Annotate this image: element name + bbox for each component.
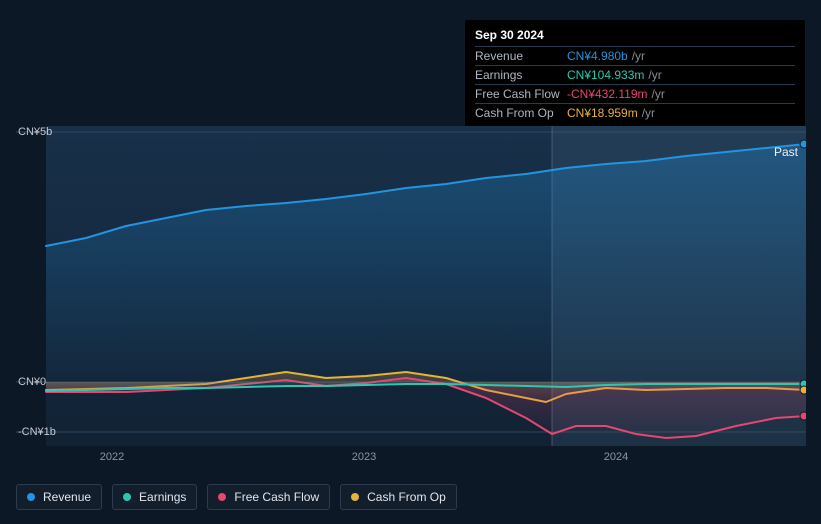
tooltip-label: Cash From Op bbox=[475, 106, 567, 120]
svg-text:2023: 2023 bbox=[352, 451, 376, 463]
chart-legend: Revenue Earnings Free Cash Flow Cash From O… bbox=[16, 484, 457, 510]
svg-text:2022: 2022 bbox=[100, 451, 124, 463]
tooltip-row: RevenueCN¥4.980b/yr bbox=[475, 46, 795, 65]
legend-label: Free Cash Flow bbox=[234, 490, 319, 504]
legend-item-cash-from-op[interactable]: Cash From Op bbox=[340, 484, 457, 510]
legend-dot bbox=[123, 493, 131, 501]
tooltip-value: -CN¥432.119m bbox=[567, 87, 647, 101]
chart-tooltip: Sep 30 2024 RevenueCN¥4.980b/yrEarningsC… bbox=[465, 20, 805, 128]
financial-chart: CN¥5b CN¥0 -CN¥1b 2022 2023 2024 Past bbox=[16, 126, 806, 466]
legend-dot bbox=[218, 493, 226, 501]
svg-text:2024: 2024 bbox=[604, 451, 628, 463]
tooltip-label: Free Cash Flow bbox=[475, 87, 567, 101]
legend-item-free-cash-flow[interactable]: Free Cash Flow bbox=[207, 484, 330, 510]
tooltip-row: EarningsCN¥104.933m/yr bbox=[475, 65, 795, 84]
tooltip-row: Cash From OpCN¥18.959m/yr bbox=[475, 103, 795, 122]
tooltip-unit: /yr bbox=[648, 68, 661, 82]
legend-item-earnings[interactable]: Earnings bbox=[112, 484, 197, 510]
tooltip-unit: /yr bbox=[642, 106, 655, 120]
legend-label: Earnings bbox=[139, 490, 186, 504]
tooltip-unit: /yr bbox=[632, 49, 645, 63]
chart-svg: CN¥5b CN¥0 -CN¥1b 2022 2023 2024 Past bbox=[16, 126, 806, 466]
legend-dot bbox=[27, 493, 35, 501]
tooltip-label: Revenue bbox=[475, 49, 567, 63]
tooltip-value: CN¥4.980b bbox=[567, 49, 628, 63]
legend-label: Revenue bbox=[43, 490, 91, 504]
svg-text:CN¥0: CN¥0 bbox=[18, 376, 46, 388]
tooltip-label: Earnings bbox=[475, 68, 567, 82]
tooltip-row: Free Cash Flow-CN¥432.119m/yr bbox=[475, 84, 795, 103]
svg-text:-CN¥1b: -CN¥1b bbox=[18, 426, 56, 438]
tooltip-unit: /yr bbox=[651, 87, 664, 101]
svg-text:Past: Past bbox=[774, 145, 799, 159]
svg-text:CN¥5b: CN¥5b bbox=[18, 126, 52, 138]
tooltip-date: Sep 30 2024 bbox=[475, 26, 795, 46]
tooltip-value: CN¥104.933m bbox=[567, 68, 644, 82]
legend-label: Cash From Op bbox=[367, 490, 446, 504]
legend-item-revenue[interactable]: Revenue bbox=[16, 484, 102, 510]
legend-dot bbox=[351, 493, 359, 501]
tooltip-value: CN¥18.959m bbox=[567, 106, 638, 120]
